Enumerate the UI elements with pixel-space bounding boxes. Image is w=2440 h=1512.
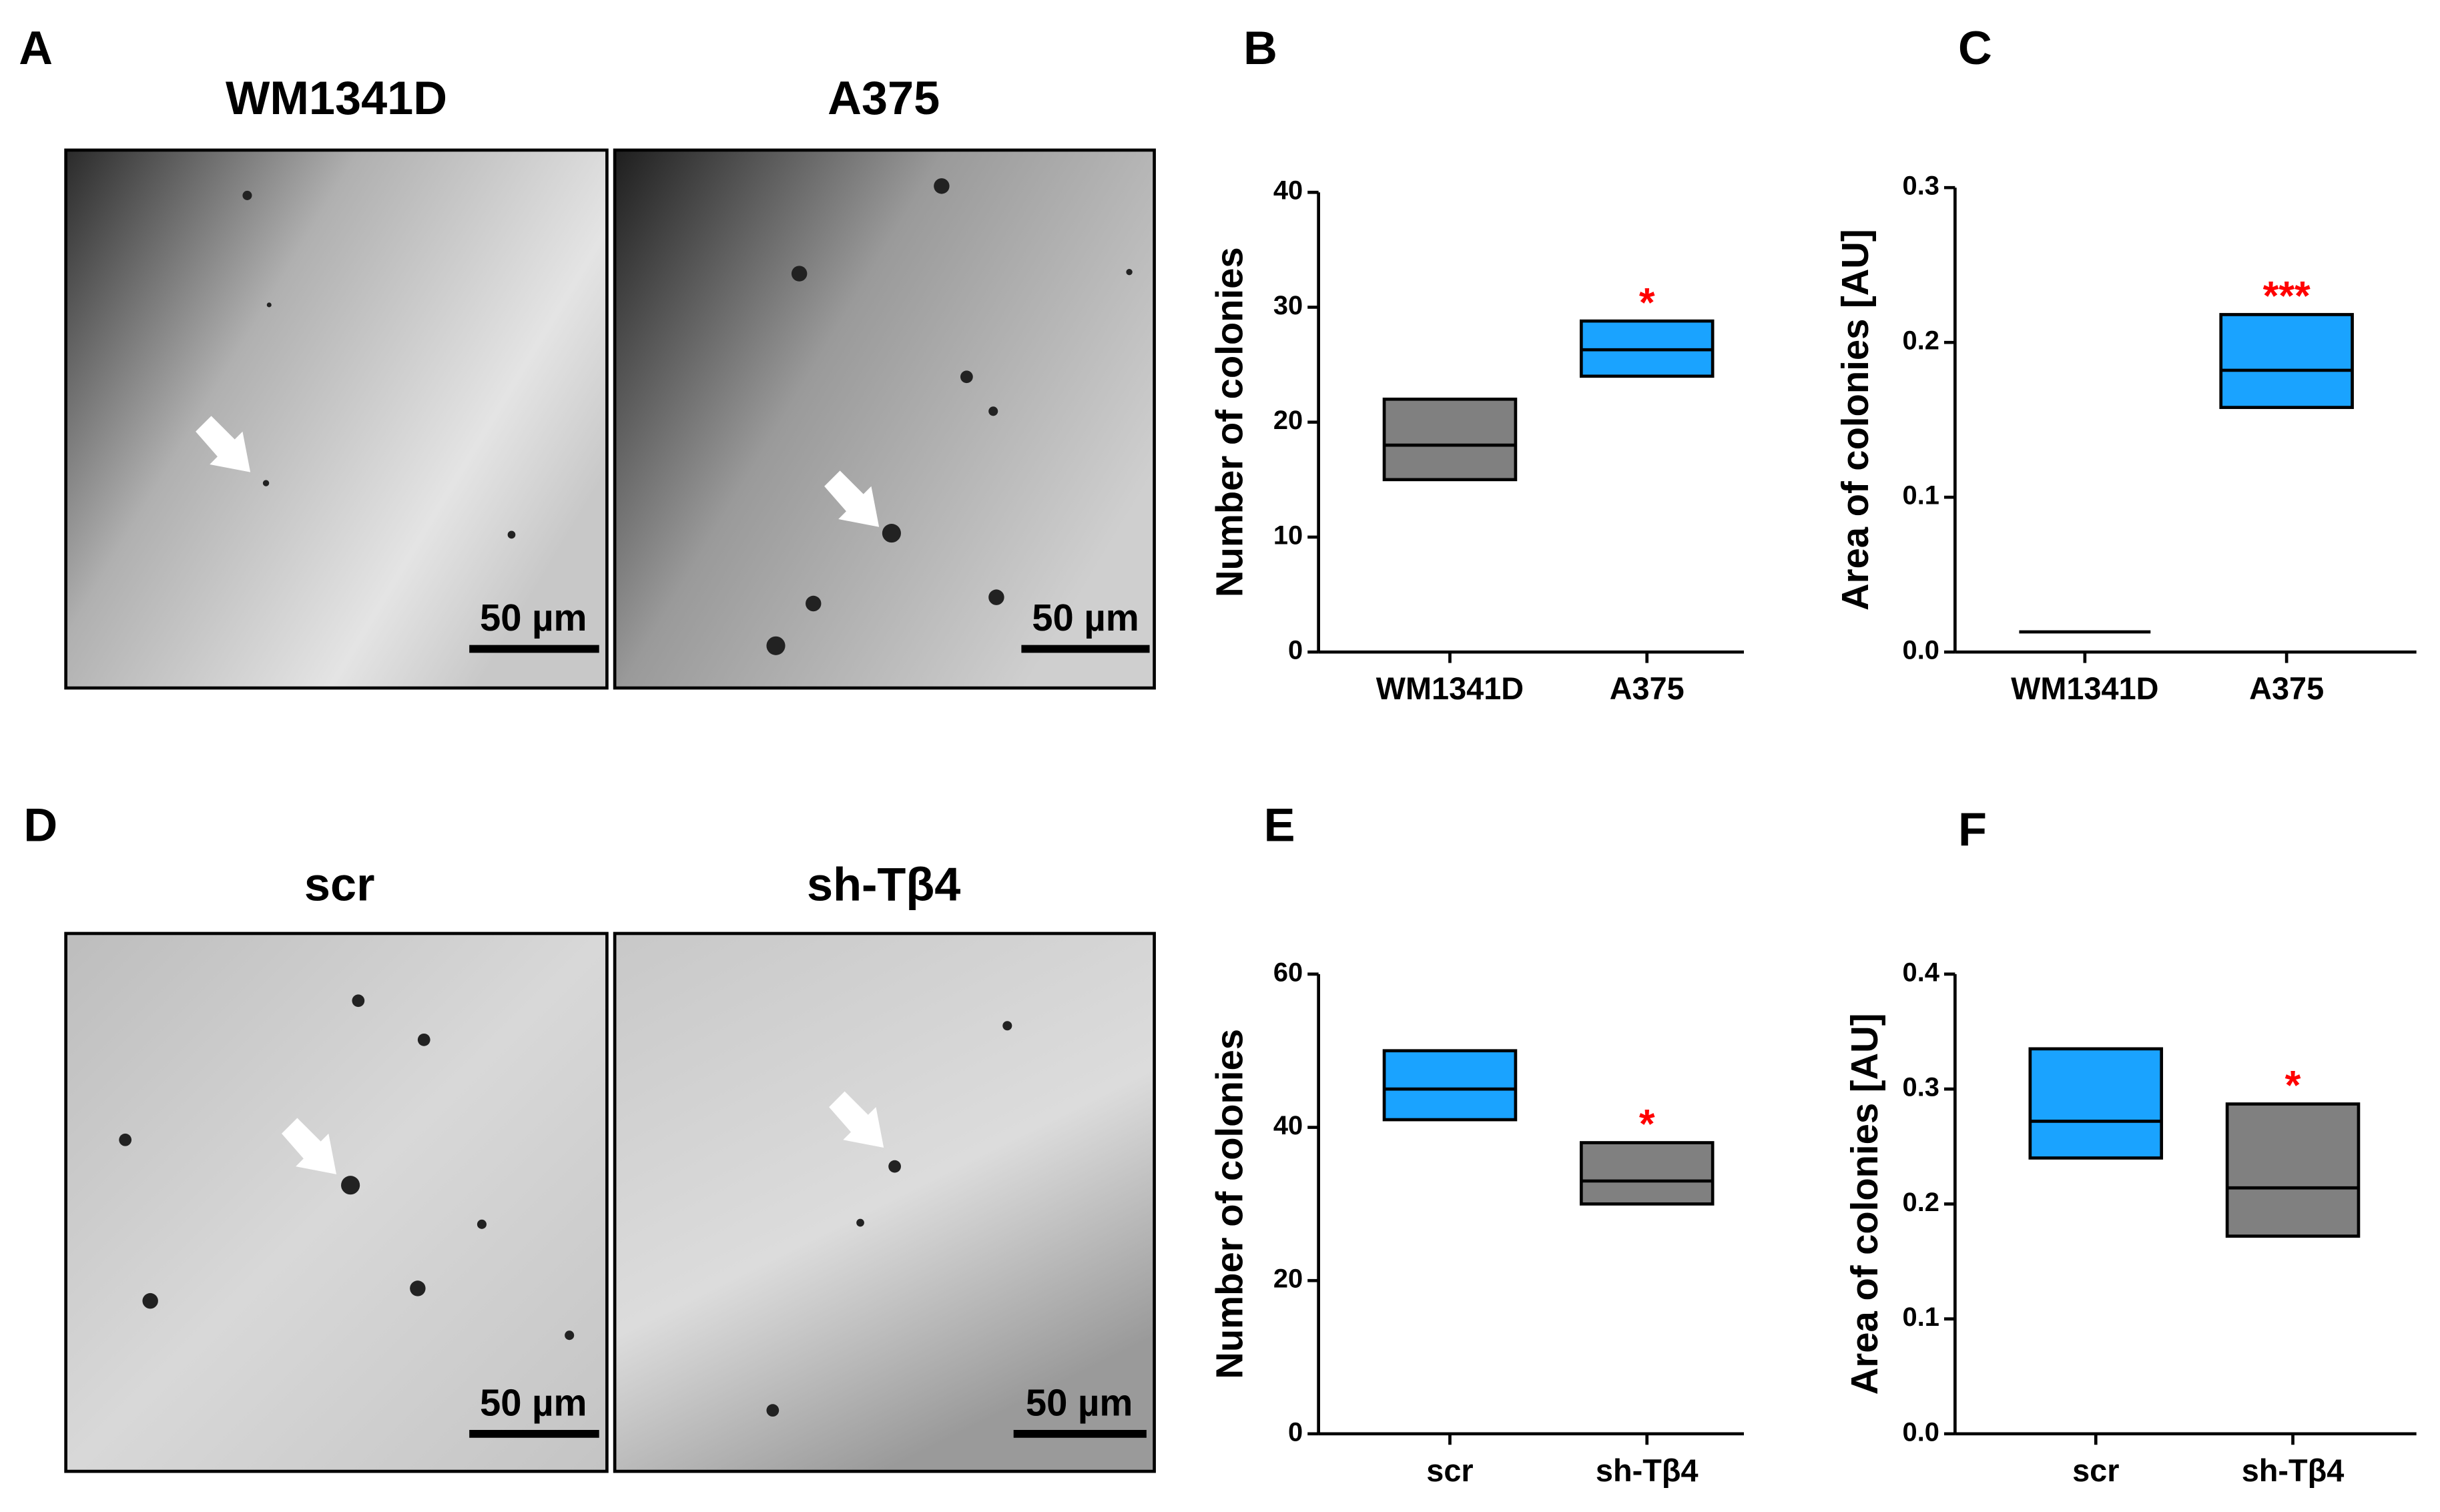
micrograph (64, 148, 609, 690)
y-tick-label: 0.0 (1903, 636, 1939, 665)
y-tick-label: 0.2 (1903, 1188, 1939, 1217)
micrograph (613, 148, 1156, 690)
box (2028, 1047, 2164, 1160)
x-tick-label: WM1341D (1376, 671, 1524, 706)
y-axis-label: Number of colonies (1209, 1029, 1251, 1379)
y-tick-label: 0.2 (1903, 326, 1939, 356)
micrograph (64, 931, 609, 1473)
y-axis-label: Area of colonies [AU] (1834, 229, 1876, 611)
box (1382, 1049, 1518, 1122)
panel-label: C (1958, 21, 1992, 74)
y-axis-label: Number of colonies (1209, 247, 1251, 597)
y-tick-label: 0.4 (1903, 958, 1939, 987)
significance: * (2285, 1062, 2301, 1108)
significance: *** (2263, 273, 2311, 318)
micrograph (613, 931, 1156, 1473)
scale-bar-label: 50 µm (1026, 1382, 1133, 1424)
scale-bar-label: 50 µm (480, 1382, 587, 1424)
scale-bars (469, 645, 1150, 1438)
significance: * (1639, 280, 1655, 325)
x-tick-label: WM1341D (2011, 671, 2158, 706)
y-tick-label: 0 (1288, 636, 1303, 665)
y-tick-label: 30 (1273, 291, 1303, 320)
y-tick-label: 0.1 (1903, 1302, 1939, 1332)
panel-label: D (23, 799, 57, 851)
scale-bar-label: 50 µm (1032, 597, 1139, 639)
box (2225, 1102, 2361, 1238)
panel-label: F (1958, 803, 1987, 856)
image-title: A375 (828, 71, 940, 124)
image-title: sh-Tβ4 (807, 858, 960, 911)
y-tick-label: 0.1 (1903, 481, 1939, 510)
box (1579, 1141, 1715, 1206)
y-tick-label: 0.3 (1903, 171, 1939, 201)
y-tick-label: 0.0 (1903, 1417, 1939, 1447)
x-tick-label: A375 (1610, 671, 1685, 706)
y-tick-label: 40 (1273, 176, 1303, 206)
x-tick-label: sh-Tβ4 (2242, 1453, 2345, 1488)
y-tick-label: 0 (1288, 1417, 1303, 1447)
y-tick-label: 40 (1273, 1111, 1303, 1140)
scale-bar-label: 50 µm (480, 597, 587, 639)
y-tick-label: 0.3 (1903, 1073, 1939, 1102)
box (2219, 313, 2354, 409)
x-tick-label: scr (1426, 1453, 1473, 1488)
y-axis-label: Area of colonies [AU] (1843, 1014, 1885, 1395)
x-tick-label: A375 (2249, 671, 2324, 706)
x-tick-label: scr (2072, 1453, 2119, 1488)
significance: * (1639, 1101, 1655, 1146)
colonies (119, 994, 1012, 1417)
panel-label: B (1243, 21, 1277, 74)
y-tick-label: 20 (1273, 1264, 1303, 1294)
y-tick-label: 10 (1273, 520, 1303, 550)
image-title: scr (304, 858, 375, 911)
y-tick-label: 60 (1273, 958, 1303, 987)
image-title: WM1341D (226, 71, 447, 124)
panel-label: A (19, 21, 53, 74)
x-tick-label: sh-Tβ4 (1596, 1453, 1699, 1488)
y-tick-label: 20 (1273, 406, 1303, 435)
arrows (282, 1091, 884, 1174)
box (1382, 397, 1518, 482)
panel-label: E (1264, 799, 1295, 851)
